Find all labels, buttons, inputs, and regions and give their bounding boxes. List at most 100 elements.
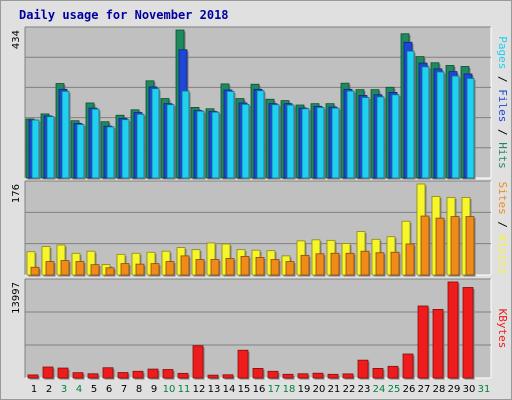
- legend-hits-files-pages-separator: /: [496, 69, 509, 89]
- bar-sites: [300, 254, 310, 276]
- bar-kbytes: [297, 373, 309, 379]
- day-label: 28: [433, 384, 446, 395]
- bar-kbytes: [192, 345, 204, 379]
- legend-sites: Sites: [496, 182, 509, 215]
- legend-hits: Hits: [496, 142, 509, 169]
- bar-sites: [270, 259, 280, 276]
- day-label: 30: [463, 384, 476, 395]
- bar-pages: [436, 71, 445, 179]
- day-label: 9: [151, 384, 157, 395]
- day-label: 10: [163, 384, 176, 395]
- legend-hits-files-pages: Pages / Files / Hits: [496, 36, 509, 169]
- bar-kbytes: [102, 367, 114, 379]
- bar-pages: [226, 90, 235, 179]
- bar-sites: [345, 252, 355, 276]
- bar-pages: [196, 110, 205, 179]
- bar-pages: [286, 104, 295, 179]
- bar-pages: [331, 107, 340, 179]
- bar-pages: [121, 119, 130, 179]
- bar-kbytes: [267, 370, 279, 379]
- bar-sites: [195, 259, 205, 276]
- bar-sites: [420, 215, 430, 276]
- legend-pages: Pages: [496, 36, 509, 69]
- bar-pages: [361, 97, 370, 179]
- chart-title: Daily usage for November 2018: [19, 8, 229, 22]
- bar-pages: [241, 103, 250, 179]
- bar-kbytes: [42, 366, 54, 379]
- bar-kbytes: [117, 372, 129, 379]
- bar-sites: [255, 257, 265, 276]
- bar-kbytes: [72, 372, 84, 379]
- bar-pages: [46, 116, 55, 179]
- bar-sites: [390, 251, 400, 276]
- bar-sites: [210, 259, 220, 276]
- bar-kbytes: [312, 372, 324, 379]
- bar-kbytes: [27, 374, 39, 379]
- bar-kbytes: [327, 373, 339, 379]
- bar-pages: [271, 104, 280, 179]
- day-label: 21: [328, 384, 341, 395]
- bar-kbytes: [57, 367, 69, 379]
- bar-sites: [330, 252, 340, 276]
- day-label: 22: [343, 384, 356, 395]
- bar-sites: [450, 216, 460, 276]
- bar-kbytes: [252, 367, 264, 379]
- day-label: 20: [313, 384, 326, 395]
- bar-pages: [76, 124, 85, 179]
- bar-kbytes: [402, 353, 414, 379]
- bar-pages: [91, 108, 100, 179]
- bar-sites: [465, 216, 475, 276]
- bar-sites: [75, 261, 85, 276]
- day-label: 17: [268, 384, 281, 395]
- day-label: 4: [76, 384, 82, 395]
- bar-sites: [135, 263, 145, 276]
- day-label: 27: [418, 384, 431, 395]
- bar-kbytes: [162, 369, 174, 379]
- bar-sites: [375, 252, 385, 276]
- bar-kbytes: [387, 365, 399, 379]
- bar-sites: [405, 243, 415, 276]
- day-label: 12: [193, 384, 206, 395]
- bar-pages: [151, 88, 160, 179]
- bar-pages: [256, 90, 265, 179]
- day-label: 13: [208, 384, 221, 395]
- bar-kbytes: [207, 374, 219, 379]
- bar-sites: [240, 255, 250, 276]
- bar-sites: [60, 260, 70, 276]
- bar-sites: [315, 253, 325, 276]
- bar-pages: [106, 126, 115, 179]
- bar-kbytes: [237, 349, 249, 379]
- axis-max-label: 434: [11, 30, 22, 49]
- legend-visits: Visits: [496, 235, 509, 275]
- bar-sites: [180, 255, 190, 276]
- bar-kbytes: [147, 368, 159, 379]
- day-label: 29: [448, 384, 461, 395]
- day-label: 1: [31, 384, 37, 395]
- day-label: 14: [223, 384, 236, 395]
- day-label: 11: [178, 384, 191, 395]
- bar-kbytes: [177, 372, 189, 379]
- bar-pages: [376, 96, 385, 179]
- day-label: 8: [136, 384, 142, 395]
- bar-pages: [421, 66, 430, 179]
- day-label: 19: [298, 384, 311, 395]
- bar-pages: [136, 113, 145, 179]
- bar-kbytes: [447, 281, 459, 379]
- bar-pages: [346, 90, 355, 179]
- day-label: 15: [238, 384, 251, 395]
- legend-visits-sites-separator: /: [496, 215, 509, 235]
- bar-pages: [301, 108, 310, 179]
- axis-max-label: 13997: [11, 282, 22, 314]
- bar-kbytes: [357, 359, 369, 379]
- bar-pages: [61, 90, 70, 179]
- bar-kbytes: [87, 373, 99, 379]
- bar-kbytes: [372, 367, 384, 379]
- day-label: 24: [373, 384, 386, 395]
- day-label: 16: [253, 384, 266, 395]
- day-label: 25: [388, 384, 401, 395]
- bar-kbytes: [432, 309, 444, 379]
- bar-kbytes: [282, 373, 294, 379]
- bar-sites: [165, 261, 175, 276]
- bar-pages: [451, 75, 460, 179]
